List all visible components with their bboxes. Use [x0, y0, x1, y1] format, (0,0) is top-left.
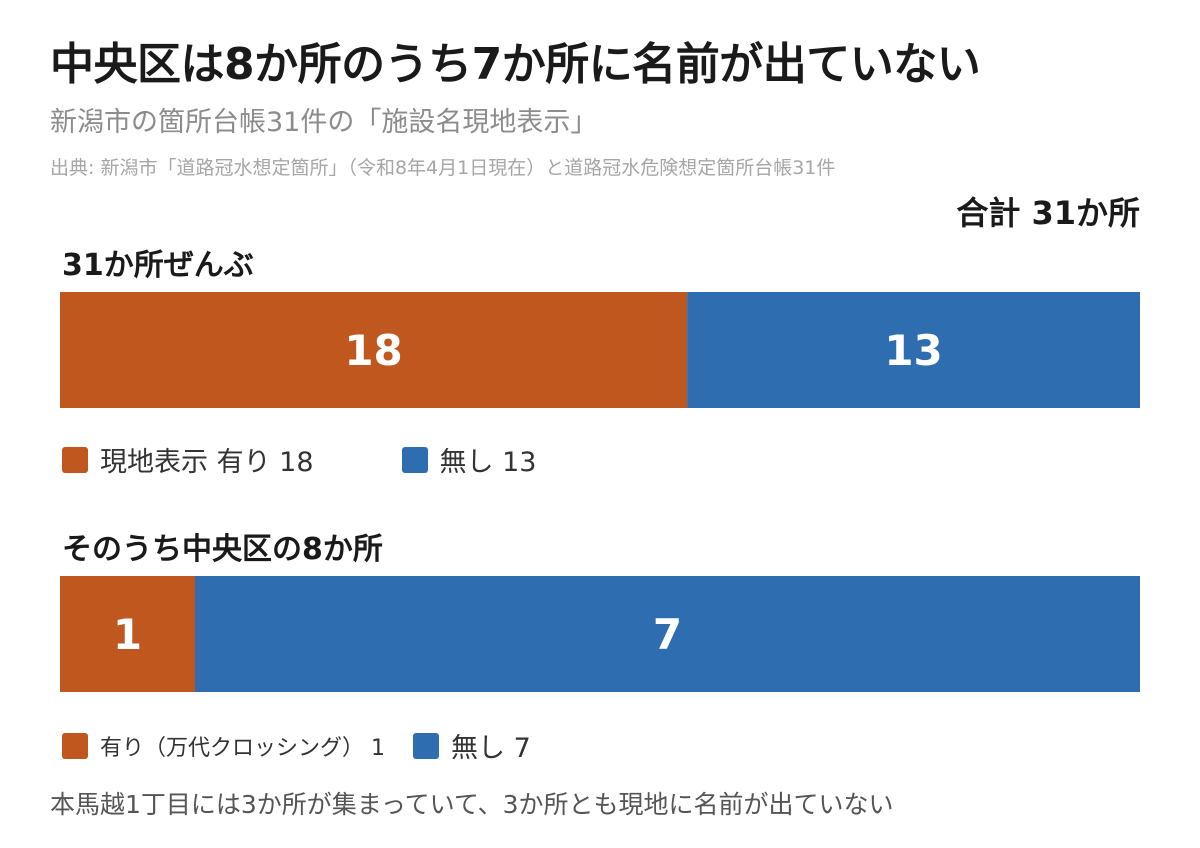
- chart-subtitle: 新潟市の箇所台帳31件の「施設名現地表示」: [50, 107, 598, 138]
- source-note: 出典: 新潟市「道路冠水想定箇所」（令和8年4月1日現在）と道路冠水危険想定箇所…: [50, 157, 836, 179]
- legend-chuo: 有り（万代クロッシング） 1 無し 7: [62, 726, 531, 765]
- legend-item-chuo-yes: 有り（万代クロッシング） 1: [62, 730, 385, 762]
- legend-label-no: 無し 13: [439, 447, 537, 478]
- bar-segment-yes: [60, 292, 688, 408]
- bar-value-label-no: 7: [653, 610, 682, 659]
- legend-all: 現地表示 有り 18 無し 13: [62, 440, 536, 479]
- bar-value-label-no: 13: [884, 326, 942, 375]
- total-label: 合計 31か所: [956, 194, 1140, 232]
- footnote: 本馬越1丁目には3か所が集まっていて、3か所とも現地に名前が出ていない: [50, 790, 894, 819]
- legend-item-chuo-no: 無し 7: [413, 726, 531, 765]
- section-title-chuo: そのうち中央区の8か所: [62, 532, 383, 567]
- legend-item-no: 無し 13: [401, 440, 537, 479]
- bar-value-label-yes: 1: [113, 610, 142, 659]
- legend-label-yes: 現地表示 有り 18: [100, 447, 314, 478]
- bar-segment-no: [687, 292, 1140, 408]
- bar-segment-no: [195, 576, 1140, 692]
- legend-swatch-no: [401, 446, 428, 473]
- legend-label-chuo-yes: 有り（万代クロッシング） 1: [100, 735, 385, 761]
- legend-swatch-yes: [62, 446, 88, 473]
- legend-item-yes: 現地表示 有り 18: [62, 440, 314, 479]
- chart-title: 中央区は8か所のうち7か所に名前が出ていない: [50, 39, 981, 90]
- stacked-bar-all: 18 13: [60, 292, 1140, 408]
- section-title-all: 31か所ぜんぶ: [62, 248, 254, 283]
- bar-segment-yes: [60, 576, 195, 692]
- legend-swatch-chuo-yes: [62, 732, 88, 759]
- bar-value-label-yes: 18: [344, 326, 402, 375]
- legend-swatch-chuo-no: [413, 732, 439, 759]
- legend-label-chuo-no: 無し 7: [451, 733, 531, 764]
